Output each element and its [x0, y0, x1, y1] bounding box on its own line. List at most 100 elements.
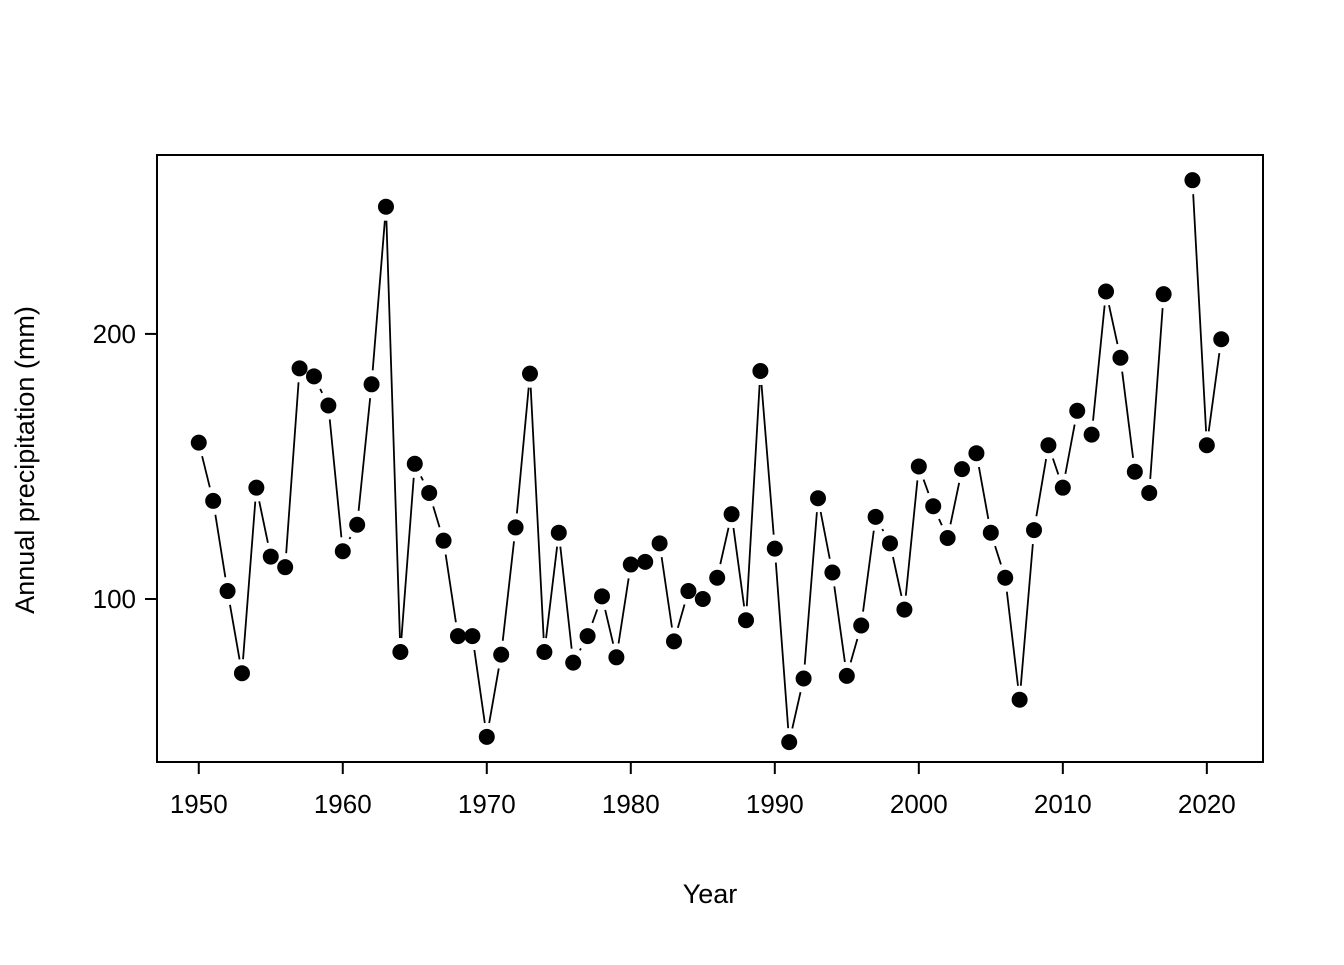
- data-point: [853, 617, 870, 634]
- series-line-segment: [385, 220, 401, 639]
- series-line-segment: [938, 518, 943, 526]
- y-axis-tick-label: 100: [93, 584, 136, 614]
- x-axis-tick-label: 1980: [602, 789, 660, 819]
- series-line-segment: [745, 384, 761, 607]
- data-point: [1083, 426, 1100, 443]
- data-point: [1026, 522, 1043, 539]
- series-line-segment: [258, 501, 269, 544]
- x-axis-tick-label: 1990: [746, 789, 804, 819]
- x-axis-tick-label: 1960: [314, 789, 372, 819]
- data-point: [493, 646, 510, 663]
- series-line-segment: [515, 387, 530, 514]
- data-point: [406, 455, 423, 472]
- data-point: [248, 479, 265, 496]
- series-line-segment: [1108, 304, 1119, 345]
- y-axis-title: Annual precipitation (mm): [10, 306, 40, 614]
- data-point: [1069, 402, 1086, 419]
- data-point: [982, 524, 999, 541]
- data-point: [536, 643, 553, 660]
- data-point: [449, 628, 466, 645]
- data-point: [1141, 484, 1158, 501]
- x-axis-title: Year: [683, 879, 738, 909]
- data-point: [622, 556, 639, 573]
- x-axis-tick-label: 2010: [1034, 789, 1092, 819]
- data-point: [810, 490, 827, 507]
- series-line-segment: [1121, 371, 1134, 458]
- data-point: [838, 667, 855, 684]
- data-point: [694, 590, 711, 607]
- series-line-segment: [591, 609, 599, 624]
- data-point: [305, 368, 322, 385]
- data-point: [752, 363, 769, 380]
- series-line-segment: [348, 536, 352, 540]
- data-point: [1126, 463, 1143, 480]
- data-point: [939, 530, 956, 547]
- data-point: [997, 569, 1014, 586]
- series-line-segment: [242, 501, 257, 660]
- data-point: [680, 583, 697, 600]
- data-point: [464, 628, 481, 645]
- data-point: [565, 654, 582, 671]
- series-line-segment: [719, 527, 730, 565]
- data-point: [392, 643, 409, 660]
- series-line-segment: [201, 455, 211, 488]
- series-line-segment: [214, 514, 227, 578]
- data-point: [320, 397, 337, 414]
- data-point: [1198, 437, 1215, 454]
- data-point: [550, 524, 567, 541]
- data-point: [334, 543, 351, 560]
- series-line-segment: [617, 578, 630, 644]
- data-point: [1155, 286, 1172, 303]
- series-line-segment: [833, 586, 846, 663]
- series-line-segment: [285, 382, 300, 554]
- series-line-segment: [892, 556, 903, 597]
- data-point: [377, 198, 394, 215]
- series-line-segment: [357, 398, 372, 511]
- series-line-segment: [545, 546, 559, 639]
- series-line-segment: [319, 388, 323, 394]
- series-line-segment: [803, 512, 818, 665]
- data-point: [277, 559, 294, 576]
- series-line-segment: [400, 477, 415, 639]
- data-point: [1112, 349, 1129, 366]
- data-point: [651, 535, 668, 552]
- data-point: [507, 519, 524, 536]
- data-point: [363, 376, 380, 393]
- data-point: [262, 548, 279, 565]
- series-line-segment: [760, 384, 775, 535]
- data-point: [824, 564, 841, 581]
- data-point: [579, 628, 596, 645]
- y-axis-tick-label: 200: [93, 319, 136, 349]
- data-point: [1184, 172, 1201, 189]
- data-point: [637, 553, 654, 570]
- series-line-segment: [1064, 424, 1076, 475]
- data-point: [608, 649, 625, 666]
- data-point: [781, 734, 798, 751]
- series-line-segment: [849, 638, 859, 663]
- data-point: [478, 728, 495, 745]
- series-line-segment: [1149, 308, 1164, 480]
- data-point: [233, 665, 250, 682]
- series-line-segment: [660, 557, 673, 628]
- data-point: [709, 569, 726, 586]
- series-line-segment: [604, 609, 615, 644]
- data-point: [349, 516, 366, 533]
- data-point: [954, 461, 971, 478]
- series-line-segment: [420, 475, 424, 481]
- series-line-segment: [774, 562, 790, 729]
- data-point: [738, 612, 755, 629]
- data-point: [723, 506, 740, 523]
- data-point: [1040, 437, 1057, 454]
- data-point: [291, 360, 308, 377]
- data-point: [190, 434, 207, 451]
- data-point: [421, 484, 438, 501]
- series-line-segment: [881, 528, 885, 532]
- series-line-segment: [529, 387, 545, 639]
- series-line-segment: [676, 604, 686, 629]
- series-line-segment: [579, 647, 582, 651]
- series-line-segment: [904, 480, 919, 596]
- series-line-segment: [432, 506, 441, 528]
- series-line-segment: [559, 546, 573, 649]
